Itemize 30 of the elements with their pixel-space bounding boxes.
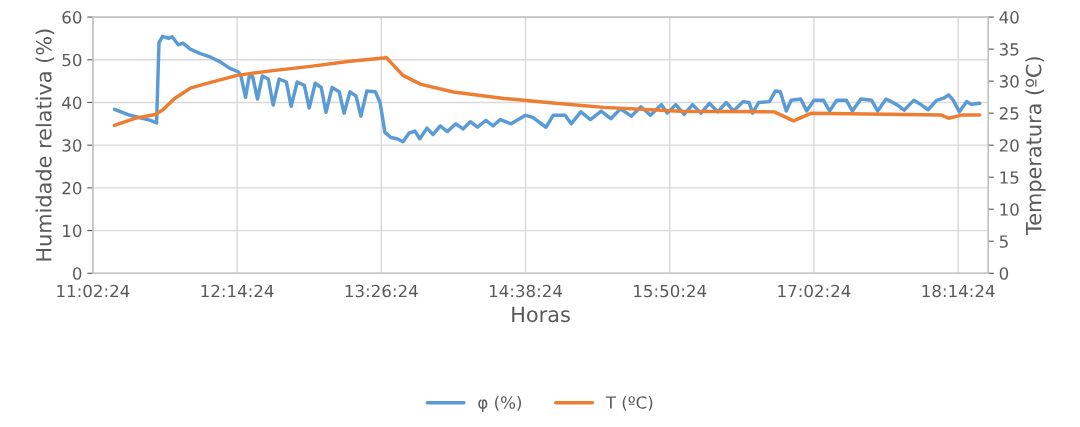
x-axis-title: Horas <box>512 306 570 323</box>
y2-tick-label: 20 <box>999 139 1019 152</box>
x-tick-label: 14:38:24 <box>489 284 563 298</box>
line-series <box>112 55 982 128</box>
y2-tick-label: 15 <box>1000 171 1019 184</box>
y2-tick-label: 10 <box>1000 203 1019 216</box>
y2-tick-label: 40 <box>999 11 1019 24</box>
y-tick-label: 50 <box>62 53 82 67</box>
x-tick-label: 15:50:24 <box>634 284 707 298</box>
x-tick-label: 11:02:24 <box>57 284 130 298</box>
y-tick-label: 10 <box>63 224 82 238</box>
y-tick-label: 0 <box>72 267 82 280</box>
y2-tick-label: 30 <box>999 75 1019 88</box>
x-tick-label: 17:02:24 <box>778 284 851 298</box>
y2-axis-title: Temperatura (ºC) <box>1025 57 1046 236</box>
x-tick-label: 18:14:24 <box>922 284 995 298</box>
legend-label: T (ºC) <box>605 395 653 411</box>
y2-tick-label: 5 <box>999 235 1008 248</box>
y-tick-label: 30 <box>62 139 82 152</box>
legend-label: φ (%) <box>478 395 522 413</box>
y-tick-label: 20 <box>62 181 82 195</box>
y-tick-label: 40 <box>62 96 82 110</box>
y-axis-title: Humidade relativa (%) <box>35 29 55 261</box>
x-tick-label: 12:14:24 <box>201 284 274 298</box>
y2-tick-label: 25 <box>999 107 1019 120</box>
y2-tick-label: 0 <box>999 267 1009 280</box>
x-tick-label: 13:26:24 <box>345 284 418 298</box>
y-tick-label: 60 <box>62 11 82 24</box>
y2-tick-label: 35 <box>999 43 1019 56</box>
line-series <box>112 34 982 144</box>
